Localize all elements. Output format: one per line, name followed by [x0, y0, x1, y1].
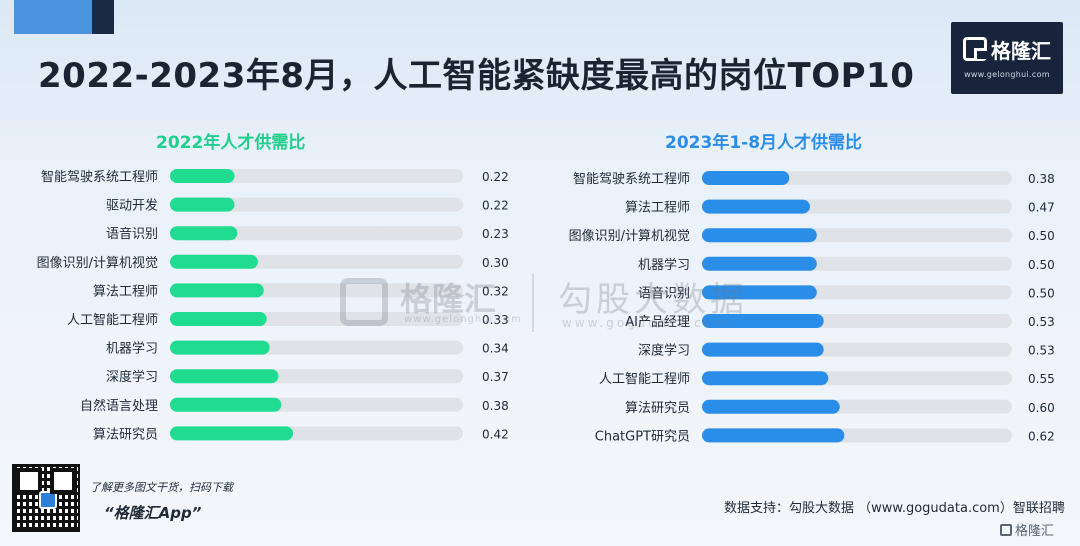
- value-label-2022: 0.34: [482, 342, 509, 356]
- bar-2023: [702, 399, 840, 414]
- category-label-2023: 算法研究员: [625, 401, 690, 416]
- category-label-2023: 深度学习: [638, 343, 690, 359]
- category-label-2023: 人工智能工程师: [599, 372, 690, 387]
- value-label-2023: 0.50: [1028, 229, 1055, 243]
- category-label-2022: 智能驾驶系统工程师: [41, 170, 158, 185]
- category-label-2022: 机器学习: [106, 341, 158, 357]
- bar-2023: [702, 314, 824, 328]
- value-label-2023: 0.47: [1028, 201, 1055, 215]
- logo-url: www.gelonghui.com: [964, 70, 1050, 79]
- value-label-2022: 0.32: [482, 284, 509, 298]
- brand-logo[interactable]: 格隆汇 www.gelonghui.com: [951, 22, 1063, 94]
- category-label-2022: 算法研究员: [93, 427, 158, 442]
- category-label-2022: 深度学习: [106, 369, 158, 385]
- promo-app-name: “格隆汇App”: [104, 504, 202, 522]
- value-label-2023: 0.60: [1028, 401, 1055, 415]
- bar-2023: [702, 171, 790, 185]
- corner-logo-icon: [1000, 523, 1012, 536]
- corner-logo-text: 格隆汇: [1015, 524, 1055, 539]
- bar-2022: [170, 283, 264, 298]
- bar-2023: [702, 228, 817, 243]
- data-source: 数据支持：勾股大数据 （www.gogudata.com）智联招聘: [724, 501, 1065, 516]
- value-label-2022: 0.37: [482, 370, 509, 384]
- bar-track-2022: [170, 226, 463, 241]
- corner-logo: 格隆汇: [1000, 520, 1054, 539]
- value-label-2022: 0.38: [482, 399, 509, 413]
- bar-2023: [702, 199, 810, 214]
- bar-2023: [702, 428, 845, 443]
- logo-name: 格隆汇: [991, 38, 1051, 63]
- category-label-2022: 驱动开发: [106, 198, 158, 214]
- qr-logo-icon: [39, 491, 57, 509]
- corner-decoration: [14, 0, 114, 34]
- bar-2023: [702, 285, 817, 300]
- value-label-2023: 0.62: [1028, 429, 1055, 443]
- category-label-2022: 图像识别/计算机视觉: [37, 256, 158, 271]
- bar-2022: [170, 197, 235, 212]
- bar-2022: [170, 369, 279, 384]
- category-label-2023: 智能驾驶系统工程师: [573, 172, 690, 187]
- category-label-2022: 自然语言处理: [80, 398, 158, 414]
- bar-2022: [170, 426, 294, 441]
- value-label-2023: 0.53: [1028, 315, 1055, 329]
- chart-title-2023: 2023年1-8月人才供需比: [665, 133, 863, 153]
- bar-2023: [702, 371, 829, 386]
- promo-text: 了解更多图文干货，扫码下载: [90, 481, 233, 494]
- bar-track-2022: [170, 197, 463, 212]
- bar-2023: [702, 342, 824, 357]
- page-title: 2022-2023年8月，人工智能紧缺度最高的岗位TOP10: [38, 56, 915, 96]
- value-label-2022: 0.22: [482, 170, 509, 184]
- value-label-2022: 0.42: [482, 427, 509, 441]
- value-label-2023: 0.55: [1028, 372, 1055, 386]
- bar-2022: [170, 312, 267, 326]
- chart-title-2022: 2022年人才供需比: [156, 133, 306, 153]
- bar-2023: [702, 256, 817, 271]
- qr-code[interactable]: [12, 464, 80, 532]
- value-label-2023: 0.38: [1028, 172, 1055, 186]
- bar-2022: [170, 340, 270, 355]
- category-label-2023: 图像识别/计算机视觉: [569, 229, 690, 244]
- value-label-2023: 0.53: [1028, 344, 1055, 358]
- category-label-2023: AI产品经理: [625, 315, 690, 330]
- bar-2022: [170, 226, 238, 241]
- category-label-2023: 算法工程师: [625, 201, 690, 216]
- bar-2022: [170, 254, 258, 269]
- value-label-2022: 0.33: [482, 313, 509, 327]
- value-label-2022: 0.23: [482, 227, 509, 241]
- category-label-2022: 算法工程师: [93, 284, 158, 299]
- bar-2022: [170, 397, 282, 412]
- value-label-2023: 0.50: [1028, 258, 1055, 272]
- category-label-2022: 语音识别: [106, 226, 158, 242]
- bar-2022: [170, 169, 235, 183]
- value-label-2022: 0.22: [482, 199, 509, 213]
- value-label-2022: 0.30: [482, 256, 509, 270]
- value-label-2023: 0.50: [1028, 286, 1055, 300]
- bar-track-2022: [170, 169, 463, 183]
- category-label-2023: ChatGPT研究员: [595, 429, 690, 444]
- category-label-2023: 机器学习: [638, 257, 690, 273]
- logo-g-icon: [963, 37, 987, 61]
- category-label-2023: 语音识别: [638, 285, 690, 301]
- category-label-2022: 人工智能工程师: [67, 313, 158, 328]
